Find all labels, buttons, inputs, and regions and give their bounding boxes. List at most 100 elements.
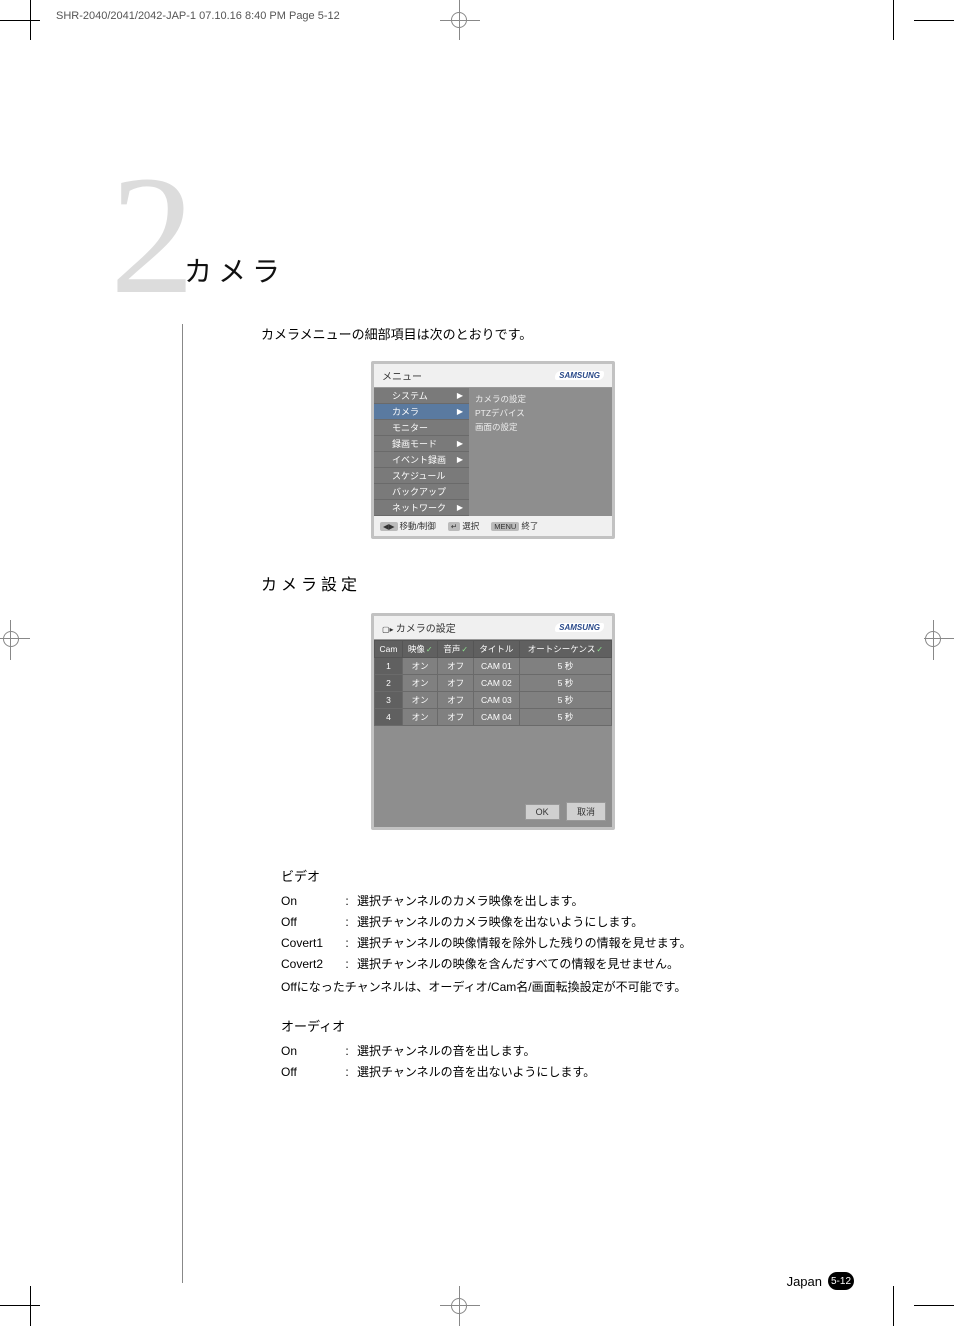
table-cell: 3 xyxy=(375,692,403,709)
description-row: On:選択チャンネルのカメラ映像を出します。 xyxy=(281,891,852,912)
registration-mark xyxy=(3,631,19,647)
desc-key: Covert1 xyxy=(281,933,337,954)
table-cell: オン xyxy=(402,675,438,692)
table-row: 4オンオフCAM 045 秒 xyxy=(375,709,612,726)
table-cell: オフ xyxy=(438,692,474,709)
menu-screenshot: メニュー SAMSUNG システム▶カメラ▶モニター録画モード▶イベント録画▶ス… xyxy=(371,361,615,539)
table-cell: CAM 02 xyxy=(473,675,519,692)
footer-move-label: 移動/制御 xyxy=(400,521,436,531)
registration-mark xyxy=(451,12,467,28)
desc-value: 選択チャンネルの映像を含んだすべての情報を見せません。 xyxy=(357,954,852,975)
desc-value: 選択チャンネルの映像情報を除外した残りの情報を見せます。 xyxy=(357,933,852,954)
camera-settings-screenshot: ▢▸ カメラの設定 SAMSUNG Cam映像✓音声✓タイトルオートシーケンス✓… xyxy=(371,613,615,830)
ok-button[interactable]: OK xyxy=(525,804,560,820)
table-cell: 5 秒 xyxy=(519,709,611,726)
menu-titlebar: メニュー SAMSUNG xyxy=(374,364,612,388)
table-cell: 4 xyxy=(375,709,403,726)
registration-mark xyxy=(451,1298,467,1314)
cam-title: カメラの設定 xyxy=(396,624,456,635)
table-cell: オン xyxy=(402,709,438,726)
desc-value: 選択チャンネルの音を出ないようにします。 xyxy=(357,1062,852,1083)
brand-logo: SAMSUNG xyxy=(555,371,604,380)
intro-text: カメラメニューの細部項目は次のとおりです。 xyxy=(261,324,852,343)
content-column: カメラメニューの細部項目は次のとおりです。 メニュー SAMSUNG システム▶… xyxy=(182,324,852,1283)
brand-logo: SAMSUNG xyxy=(555,623,604,632)
menu-item[interactable]: モニター xyxy=(374,420,469,436)
audio-heading: オーディオ xyxy=(281,1016,852,1039)
description-row: Off:選択チャンネルの音を出ないようにします。 xyxy=(281,1062,852,1083)
table-cell: 5 秒 xyxy=(519,675,611,692)
video-note: Offになったチャンネルは、オーディオ/Cam名/画面転換設定が不可能です。 xyxy=(281,977,852,998)
video-heading: ビデオ xyxy=(281,866,852,889)
page-footer: Japan 5-12 xyxy=(787,1272,854,1290)
page-number-badge: 5-12 xyxy=(828,1272,854,1290)
description-row: Covert2:選択チャンネルの映像を含んだすべての情報を見せません。 xyxy=(281,954,852,975)
crop-mark xyxy=(30,0,31,40)
submenu-item[interactable]: 画面の設定 xyxy=(475,420,606,434)
crop-mark xyxy=(914,20,954,21)
camera-table: Cam映像✓音声✓タイトルオートシーケンス✓1オンオフCAM 015 秒2オンオ… xyxy=(374,640,612,726)
footer-country: Japan xyxy=(787,1274,822,1289)
chapter-title: カメラ xyxy=(184,250,286,290)
submenu-item[interactable]: PTZデバイス xyxy=(475,406,606,420)
description-block: ビデオ On:選択チャンネルのカメラ映像を出します。Off:選択チャンネルのカメ… xyxy=(261,866,852,1083)
desc-value: 選択チャンネルのカメラ映像を出します。 xyxy=(357,891,852,912)
table-cell: CAM 03 xyxy=(473,692,519,709)
crop-mark xyxy=(30,1286,31,1326)
cam-titlebar: ▢▸ カメラの設定 SAMSUNG xyxy=(374,616,612,640)
description-row: Covert1:選択チャンネルの映像情報を除外した残りの情報を見せます。 xyxy=(281,933,852,954)
table-cell: 5 秒 xyxy=(519,658,611,675)
submenu-item[interactable]: カメラの設定 xyxy=(475,392,606,406)
cancel-button[interactable]: 取消 xyxy=(566,802,606,821)
menu-footer: ◀▶移動/制御 ↵選択 MENU終了 xyxy=(374,516,612,536)
table-cell: 2 xyxy=(375,675,403,692)
crop-mark xyxy=(893,0,894,40)
table-header: 音声✓ xyxy=(438,641,474,658)
crop-mark xyxy=(914,1305,954,1306)
table-header: 映像✓ xyxy=(402,641,438,658)
menu-item[interactable]: カメラ▶ xyxy=(374,404,469,420)
table-cell: 1 xyxy=(375,658,403,675)
table-cell: オフ xyxy=(438,709,474,726)
crop-mark xyxy=(893,1286,894,1326)
table-row: 2オンオフCAM 025 秒 xyxy=(375,675,612,692)
cam-footer: OK 取消 xyxy=(374,796,612,827)
menu-item[interactable]: スケジュール xyxy=(374,468,469,484)
table-cell: CAM 04 xyxy=(473,709,519,726)
desc-key: On xyxy=(281,1041,337,1062)
section-heading: カメラ設定 xyxy=(183,571,852,595)
table-cell: オン xyxy=(402,692,438,709)
menu-item[interactable]: イベント録画▶ xyxy=(374,452,469,468)
desc-key: On xyxy=(281,891,337,912)
menu-title: メニュー xyxy=(382,368,422,383)
menu-item[interactable]: 録画モード▶ xyxy=(374,436,469,452)
table-cell: CAM 01 xyxy=(473,658,519,675)
table-header: オートシーケンス✓ xyxy=(519,641,611,658)
table-row: 3オンオフCAM 035 秒 xyxy=(375,692,612,709)
desc-key: Off xyxy=(281,912,337,933)
desc-value: 選択チャンネルのカメラ映像を出ないようにします。 xyxy=(357,912,852,933)
desc-key: Off xyxy=(281,1062,337,1083)
table-cell: オン xyxy=(402,658,438,675)
registration-mark xyxy=(925,631,941,647)
table-header: Cam xyxy=(375,641,403,658)
desc-key: Covert2 xyxy=(281,954,337,975)
footer-exit-label: 終了 xyxy=(521,521,538,531)
description-row: Off:選択チャンネルのカメラ映像を出ないようにします。 xyxy=(281,912,852,933)
table-header: タイトル xyxy=(473,641,519,658)
menu-item[interactable]: バックアップ xyxy=(374,484,469,500)
menu-item[interactable]: ネットワーク▶ xyxy=(374,500,469,516)
table-cell: オフ xyxy=(438,675,474,692)
chapter-number: 2 xyxy=(110,150,195,320)
submenu-panel: カメラの設定PTZデバイス画面の設定 xyxy=(469,388,612,516)
table-cell: 5 秒 xyxy=(519,692,611,709)
footer-select-label: 選択 xyxy=(462,521,479,531)
table-row: 1オンオフCAM 015 秒 xyxy=(375,658,612,675)
menu-item[interactable]: システム▶ xyxy=(374,388,469,404)
desc-value: 選択チャンネルの音を出します。 xyxy=(357,1041,852,1062)
table-cell: オフ xyxy=(438,658,474,675)
crop-mark xyxy=(0,1305,40,1306)
menu-list: システム▶カメラ▶モニター録画モード▶イベント録画▶スケジュールバックアップネッ… xyxy=(374,388,469,516)
description-row: On:選択チャンネルの音を出します。 xyxy=(281,1041,852,1062)
print-header: SHR-2040/2041/2042-JAP-1 07.10.16 8:40 P… xyxy=(56,10,340,22)
